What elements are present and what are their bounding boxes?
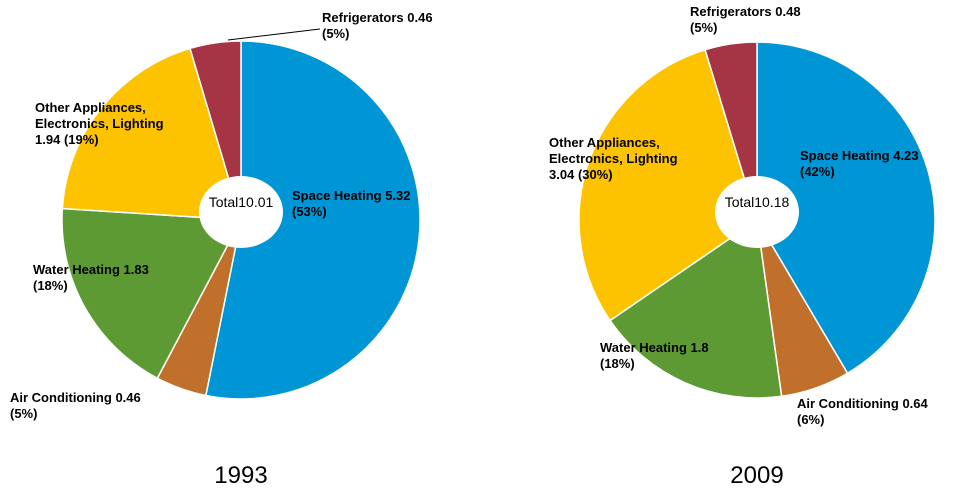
slice-label: Space Heating 4.23 (42%) xyxy=(800,148,919,180)
total-value: 10.18 xyxy=(754,194,790,210)
center-label: Total10.01 xyxy=(196,193,286,211)
value-label: 0.48 xyxy=(775,4,801,19)
category-name: Other Appliances, Electronics, Lighting xyxy=(549,135,678,166)
category-name: Refrigerators xyxy=(690,4,772,19)
pie-slice xyxy=(204,40,421,400)
slice-label: Refrigerators 0.48 (5%) xyxy=(690,4,801,36)
chart-title: 2009 xyxy=(730,462,784,489)
percent-label: (5%) xyxy=(10,406,38,421)
category-name: Water Heating xyxy=(33,262,120,277)
value-label: 3.04 xyxy=(549,167,575,182)
category-name: Space Heating xyxy=(292,188,382,203)
slice-label: Air Conditioning 0.64 (6%) xyxy=(797,396,928,428)
value-label: 1.8 xyxy=(690,340,709,355)
pie-slice xyxy=(704,41,758,221)
value-label: 1.83 xyxy=(123,262,149,277)
value-label: 0.46 xyxy=(115,390,141,405)
pie-slice xyxy=(609,218,783,399)
center-label: Total10.18 xyxy=(712,193,802,211)
center-hole xyxy=(199,176,283,248)
percent-label: (53%) xyxy=(292,204,327,219)
percent-label: (19%) xyxy=(63,132,99,147)
percent-label: (5%) xyxy=(690,20,718,35)
category-name: Space Heating xyxy=(800,148,890,163)
percent-label: (42%) xyxy=(800,164,835,179)
value-label: 0.46 xyxy=(407,10,433,25)
category-name: Other Appliances, Electronics, Lighting xyxy=(35,100,164,131)
category-name: Air Conditioning xyxy=(797,396,899,411)
center-text: Total xyxy=(208,194,239,210)
center-hole xyxy=(715,176,799,248)
pie-slice xyxy=(61,207,243,380)
slice-label: Other Appliances, Electronics, Lighting … xyxy=(549,135,704,183)
value-label: 0.64 xyxy=(902,396,928,411)
pie-slice xyxy=(578,48,758,322)
chart-title: 1993 xyxy=(214,462,268,489)
slice-label: Air Conditioning 0.46 (5%) xyxy=(10,390,141,422)
slice-label: Space Heating 5.32 (53%) xyxy=(292,188,411,220)
value-label: 1.94 xyxy=(35,132,61,147)
value-label: 4.23 xyxy=(893,148,919,163)
percent-label: (30%) xyxy=(577,167,613,182)
category-name: Refrigerators xyxy=(322,10,404,25)
category-name: Air Conditioning xyxy=(10,390,112,405)
slice-label: Water Heating 1.8 (18%) xyxy=(600,340,709,372)
pie-slice xyxy=(756,41,936,375)
pie-slice xyxy=(189,40,242,221)
slice-label: Other Appliances, Electronics, Lighting … xyxy=(35,100,190,148)
pie-slice xyxy=(61,47,243,221)
value-label: 5.32 xyxy=(385,188,411,203)
percent-label: (18%) xyxy=(600,356,635,371)
total-value: 10.01 xyxy=(238,194,274,210)
category-name: Water Heating xyxy=(600,340,687,355)
percent-label: (5%) xyxy=(322,26,350,41)
percent-label: (6%) xyxy=(797,412,825,427)
slice-label: Refrigerators 0.46 (5%) xyxy=(322,10,433,42)
center-text: Total xyxy=(724,194,755,210)
leader-line xyxy=(227,28,321,41)
slice-label: Water Heating 1.83 (18%) xyxy=(33,262,149,294)
percent-label: (18%) xyxy=(33,278,68,293)
